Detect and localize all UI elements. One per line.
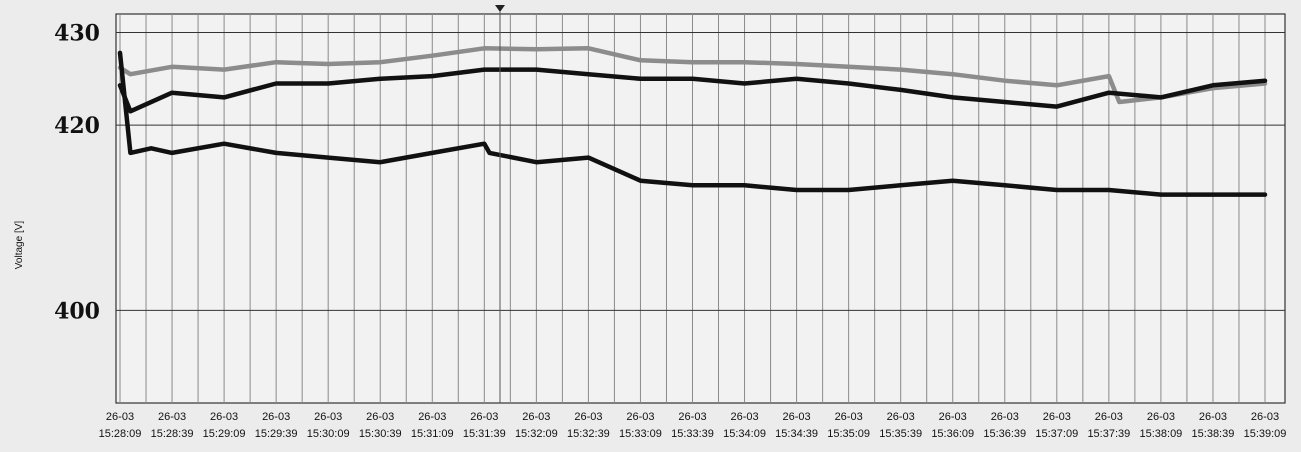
x-tick-time: 15:29:39: [255, 428, 298, 440]
x-tick-time: 15:37:39: [1087, 428, 1130, 440]
x-tick-time: 15:30:09: [307, 428, 350, 440]
x-tick-date: 26-03: [1043, 411, 1071, 423]
x-tick-time: 15:30:39: [359, 428, 402, 440]
x-tick-time: 15:35:09: [827, 428, 870, 440]
x-tick-date: 26-03: [835, 411, 863, 423]
x-tick-date: 26-03: [470, 411, 498, 423]
x-tick-time: 15:28:39: [151, 428, 194, 440]
cursor-marker: [495, 5, 505, 12]
series-line-2: [117, 67, 1268, 114]
x-tick-time: 15:28:09: [99, 428, 142, 440]
y-tick-labels: 400 420 430: [54, 21, 100, 325]
x-tick-date: 26-03: [939, 411, 967, 423]
series-line-3: [117, 50, 1268, 197]
horizontal-gridlines: [116, 32, 1285, 311]
x-tick-date: 26-03: [522, 411, 550, 423]
y-axis-label: Voltage [V]: [14, 221, 25, 270]
x-tick-time: 15:32:39: [567, 428, 610, 440]
x-tick-date: 26-03: [626, 411, 654, 423]
y-tick-label: 400: [54, 298, 100, 324]
x-tick-time: 15:36:09: [931, 428, 974, 440]
x-tick-date: 26-03: [314, 411, 342, 423]
y-tick-label: 430: [54, 21, 100, 47]
x-tick-time: 15:38:09: [1139, 428, 1182, 440]
x-tick-labels: 26-03 15:28:09 26-03 15:28:39 26-03 15:29:09 2…: [99, 411, 1287, 440]
series-layer: [117, 46, 1268, 197]
x-tick-date: 26-03: [783, 411, 811, 423]
x-tick-time: 15:32:09: [515, 428, 558, 440]
x-tick-time: 15:39:09: [1244, 428, 1287, 440]
x-tick-time: 15:31:39: [463, 428, 506, 440]
x-tick-date: 26-03: [366, 411, 394, 423]
x-tick-time: 15:33:09: [619, 428, 662, 440]
x-tick-time: 15:36:39: [983, 428, 1026, 440]
x-tick-date: 26-03: [106, 411, 134, 423]
plot-background: [115, 13, 1286, 404]
x-tick-date: 26-03: [991, 411, 1019, 423]
x-tick-time: 15:34:09: [723, 428, 766, 440]
y-tick-label: 420: [54, 113, 100, 139]
x-tick-time: 15:37:09: [1035, 428, 1078, 440]
x-tick-time: 15:34:39: [775, 428, 818, 440]
x-tick-time: 15:33:39: [671, 428, 714, 440]
series-line-1: [117, 46, 1268, 105]
x-tick-date: 26-03: [574, 411, 602, 423]
x-tick-time: 15:29:09: [203, 428, 246, 440]
x-tick-date: 26-03: [210, 411, 238, 423]
x-tick-date: 26-03: [418, 411, 446, 423]
x-tick-date: 26-03: [1199, 411, 1227, 423]
x-tick-date: 26-03: [158, 411, 186, 423]
x-tick-date: 26-03: [887, 411, 915, 423]
x-tick-time: 15:31:09: [411, 428, 454, 440]
x-tick-date: 26-03: [1095, 411, 1123, 423]
x-tick-date: 26-03: [262, 411, 290, 423]
x-tick-date: 26-03: [730, 411, 758, 423]
x-tick-time: 15:35:39: [879, 428, 922, 440]
x-tick-time: 15:38:39: [1192, 428, 1235, 440]
x-tick-date: 26-03: [1251, 411, 1279, 423]
x-tick-date: 26-03: [1147, 411, 1175, 423]
x-tick-date: 26-03: [678, 411, 706, 423]
